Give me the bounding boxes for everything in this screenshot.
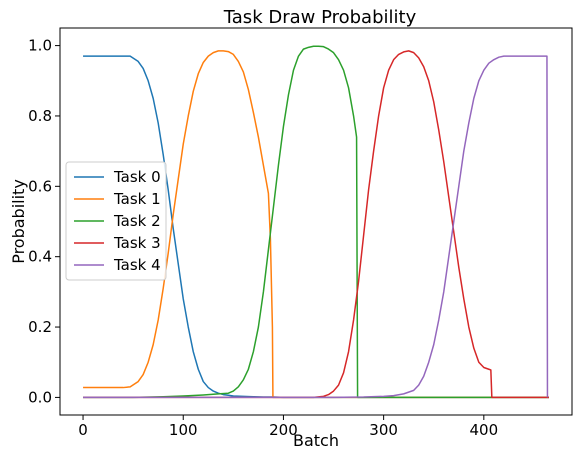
plot-frame	[59, 27, 573, 416]
series-layer	[83, 45, 549, 399]
y-tick-label: 0.4	[28, 248, 52, 266]
legend-label-task-1: Task 1	[113, 190, 161, 208]
y-tick-label: 0.8	[28, 107, 52, 125]
y-axis-title: Probability	[9, 179, 28, 264]
y-tick-label: 0.6	[28, 177, 52, 195]
x-axis-title: Batch	[293, 431, 339, 450]
x-tick-label: 100	[169, 421, 198, 439]
legend-label-task-4: Task 4	[113, 256, 161, 274]
legend-label-task-0: Task 0	[113, 168, 161, 186]
x-tick-label: 0	[78, 421, 88, 439]
y-tick-label: 0.0	[28, 388, 52, 406]
series-line-task-3	[83, 50, 549, 399]
y-axis-ticks: 0.0 0.2 0.4 0.6 0.8 1.0	[28, 37, 60, 406]
x-tick-label: 300	[369, 421, 398, 439]
series-line-task-2	[83, 45, 549, 399]
y-tick-label: 0.2	[28, 318, 52, 336]
legend-label-task-3: Task 3	[113, 234, 161, 252]
x-tick-label: 200	[269, 421, 298, 439]
chart-title: Task Draw Probability	[223, 7, 417, 28]
x-tick-label: 400	[470, 421, 499, 439]
series-line-task-4	[83, 55, 549, 399]
legend: Task 0 Task 1 Task 2 Task 3 Task 4	[65, 161, 167, 281]
legend-label-task-2: Task 2	[113, 212, 161, 230]
legend-box	[65, 161, 167, 281]
y-tick-label: 1.0	[28, 37, 52, 55]
x-axis-ticks: 0 100 200 300 400	[78, 415, 498, 439]
